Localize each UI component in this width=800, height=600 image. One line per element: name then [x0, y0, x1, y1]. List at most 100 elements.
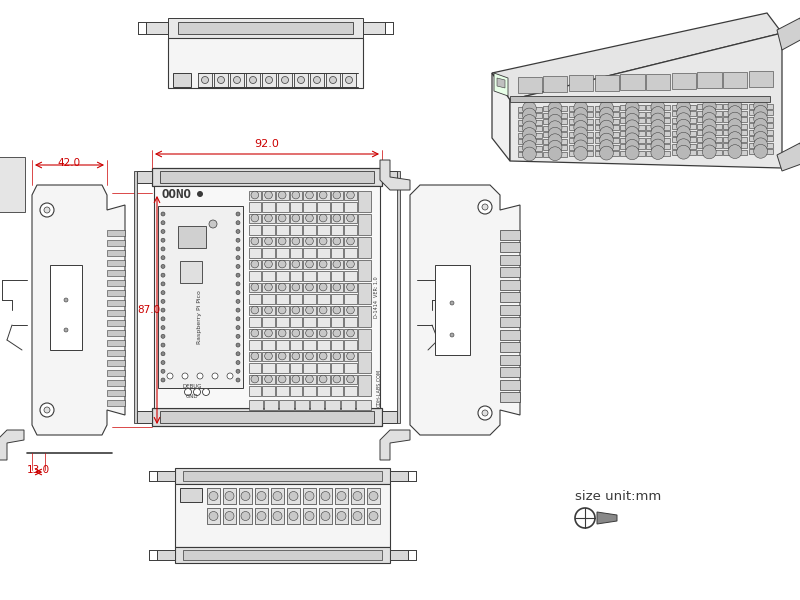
Bar — [310, 73, 324, 87]
Circle shape — [278, 260, 286, 268]
Bar — [723, 72, 747, 88]
Bar — [317, 385, 330, 396]
Bar — [510, 96, 770, 102]
Circle shape — [651, 146, 665, 160]
Circle shape — [236, 273, 240, 277]
Bar — [158, 206, 243, 388]
Circle shape — [278, 283, 286, 291]
Bar — [271, 508, 284, 524]
Bar — [330, 374, 343, 385]
Circle shape — [265, 237, 272, 245]
Text: GND: GND — [186, 394, 198, 398]
Bar — [303, 488, 316, 504]
Bar — [723, 137, 747, 142]
Bar — [543, 119, 567, 124]
Bar — [168, 18, 363, 38]
Bar — [175, 484, 390, 547]
Bar — [178, 226, 206, 248]
Circle shape — [209, 511, 218, 520]
Bar — [358, 191, 370, 212]
Bar — [317, 305, 330, 316]
Bar — [672, 118, 696, 122]
Circle shape — [306, 375, 314, 383]
Bar — [207, 508, 220, 524]
Bar — [303, 271, 316, 281]
Bar — [223, 488, 236, 504]
Polygon shape — [157, 471, 175, 481]
Circle shape — [702, 145, 716, 159]
Bar — [569, 75, 593, 91]
Bar — [646, 73, 670, 89]
Circle shape — [251, 306, 258, 314]
Bar — [276, 202, 289, 212]
Circle shape — [64, 298, 68, 302]
Circle shape — [292, 214, 300, 222]
Bar — [620, 131, 645, 136]
Circle shape — [257, 491, 266, 500]
Bar — [214, 73, 228, 87]
Circle shape — [278, 237, 286, 245]
Circle shape — [278, 214, 286, 222]
Circle shape — [236, 212, 240, 216]
Bar — [698, 143, 722, 148]
Circle shape — [677, 113, 690, 127]
Bar — [330, 352, 343, 361]
Circle shape — [161, 238, 165, 242]
Bar — [294, 400, 309, 410]
Circle shape — [337, 511, 346, 520]
Circle shape — [333, 191, 341, 199]
Text: CDH-LABS.COM: CDH-LABS.COM — [377, 369, 382, 407]
Bar — [160, 411, 374, 423]
Circle shape — [333, 214, 341, 222]
Circle shape — [754, 138, 767, 152]
Bar — [344, 191, 357, 200]
Circle shape — [333, 306, 341, 314]
Circle shape — [337, 491, 346, 500]
Bar — [107, 350, 125, 356]
Bar — [620, 112, 645, 117]
Circle shape — [292, 352, 300, 360]
Bar — [249, 202, 261, 212]
Circle shape — [599, 113, 614, 128]
Circle shape — [319, 191, 327, 199]
Bar — [594, 145, 619, 149]
Bar — [262, 317, 275, 327]
Bar — [358, 329, 370, 350]
Circle shape — [626, 100, 639, 114]
Circle shape — [236, 317, 240, 321]
Bar — [249, 191, 261, 200]
Circle shape — [599, 146, 614, 160]
Circle shape — [236, 229, 240, 233]
Bar — [698, 118, 722, 122]
Bar — [0, 157, 25, 212]
Bar — [344, 271, 357, 281]
Polygon shape — [492, 13, 782, 100]
Bar — [435, 265, 470, 355]
Circle shape — [728, 119, 742, 133]
Bar — [107, 260, 125, 266]
Circle shape — [522, 101, 536, 115]
Circle shape — [319, 237, 327, 245]
Bar — [569, 145, 593, 150]
Bar — [276, 236, 289, 247]
Circle shape — [728, 106, 742, 119]
Circle shape — [234, 76, 241, 83]
Bar — [107, 370, 125, 376]
Bar — [646, 112, 670, 116]
Circle shape — [702, 100, 716, 113]
Circle shape — [651, 139, 665, 153]
Bar — [223, 508, 236, 524]
Bar — [723, 117, 747, 122]
Circle shape — [265, 260, 272, 268]
Bar — [303, 329, 316, 338]
Bar — [330, 362, 343, 373]
Circle shape — [202, 76, 209, 83]
Bar — [262, 283, 275, 292]
Polygon shape — [492, 73, 510, 161]
Circle shape — [257, 511, 266, 520]
Bar — [276, 259, 289, 269]
Bar — [264, 400, 278, 410]
Bar — [518, 126, 542, 131]
Bar — [358, 283, 370, 304]
Bar — [344, 385, 357, 396]
